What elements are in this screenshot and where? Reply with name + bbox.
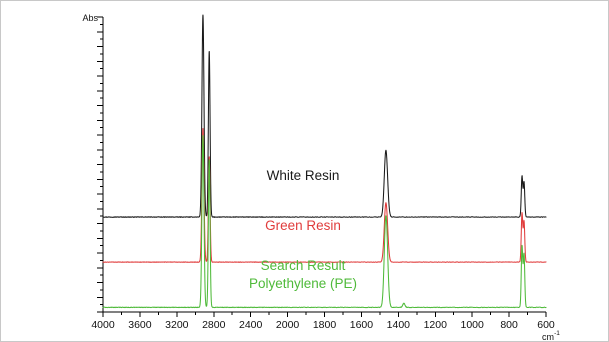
- x-tick-label: 3600: [128, 319, 152, 331]
- x-tick-label: 1800: [313, 319, 337, 331]
- series-label: White Resin: [267, 168, 340, 183]
- x-tick-label: 1000: [460, 319, 484, 331]
- x-tick-label: 4000: [91, 319, 115, 331]
- x-tick-label: 3200: [165, 319, 189, 331]
- x-tick-label: 1600: [350, 319, 374, 331]
- x-tick-label: 1400: [387, 319, 411, 331]
- x-tick-label: 2000: [276, 319, 300, 331]
- x-tick-label: 800: [500, 319, 518, 331]
- series-line: [102, 127, 547, 263]
- x-axis-label: cm: [542, 332, 554, 342]
- series-layer: [102, 14, 547, 309]
- y-axis-label: Abs: [82, 13, 98, 23]
- x-axis-label-superscript: -1: [554, 330, 560, 337]
- series-line: [102, 135, 547, 309]
- series-label: Search Result: [261, 258, 346, 273]
- series-label: Green Resin: [265, 218, 341, 233]
- series-label: Polyethylene (PE): [249, 276, 357, 291]
- x-tick-label: 1200: [424, 319, 448, 331]
- series-line: [102, 14, 547, 218]
- series-labels: White Resin Green Resin Search Result Polye…: [249, 168, 357, 291]
- x-tick-label: 2800: [202, 319, 226, 331]
- axes: Abs 4000 3600 3200 2800 2400 2000 1800 1600 1400 1…: [82, 13, 560, 342]
- x-tick-label: 600: [537, 319, 555, 331]
- x-tick-label: 2400: [239, 319, 263, 331]
